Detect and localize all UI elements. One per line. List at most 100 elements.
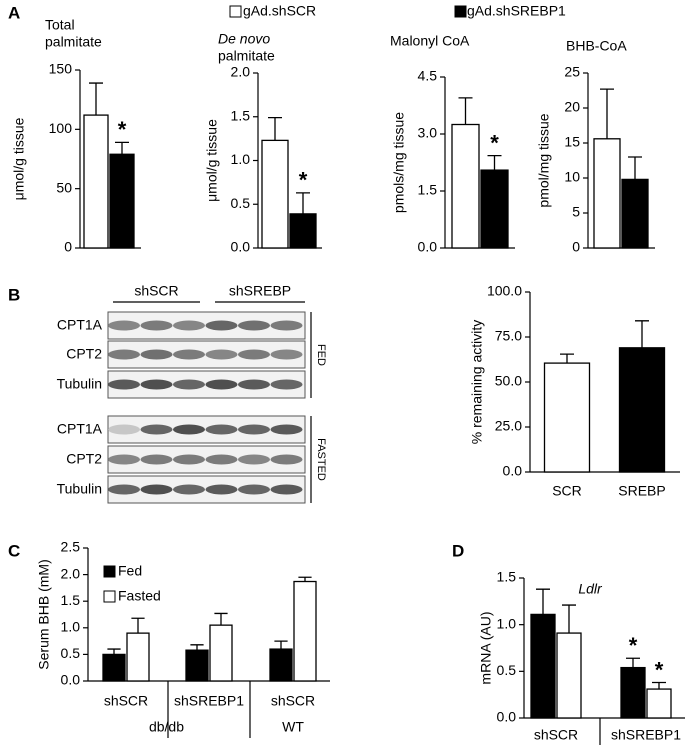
blot-band: [140, 320, 173, 331]
error-bar: [274, 640, 288, 650]
error-bar: [600, 88, 614, 139]
blot-band: [270, 424, 303, 435]
error-bar: [115, 141, 129, 155]
bar: [593, 138, 621, 249]
y-tick-label: 0: [64, 239, 72, 255]
y-axis-label: Serum BHB (mM): [36, 559, 52, 669]
y-tick-label: 2.0: [61, 565, 81, 581]
y-axis-label: μmol/g tissue: [204, 119, 220, 202]
y-tick-label: 10: [564, 169, 580, 185]
bar: [293, 580, 317, 682]
error-bar: [628, 156, 642, 180]
group-label: db/db: [149, 719, 184, 735]
blot-band: [238, 320, 270, 331]
y-tick-label: 0.5: [497, 662, 517, 678]
y-axis-label: pmol/mg tissue: [536, 113, 552, 207]
error-bar: [268, 116, 282, 141]
blot-band: [140, 379, 173, 390]
blot-band: [173, 484, 205, 495]
blot-band: [173, 320, 205, 331]
x-tick-label: shSREBP1: [174, 693, 244, 709]
bar: [556, 632, 582, 719]
y-axis-label: mRNA (AU): [478, 611, 494, 684]
blot-band: [108, 484, 140, 495]
x-tick-label: SREBP: [618, 483, 665, 499]
blot-band: [238, 349, 270, 360]
y-tick-label: 1.0: [61, 619, 81, 635]
blot-band: [270, 320, 303, 331]
blot-column-label: shSCR: [134, 283, 178, 299]
significance-marker: *: [490, 130, 499, 155]
y-tick-label: 0.0: [503, 463, 523, 479]
chart-title: BHB-CoA: [566, 38, 627, 54]
blot-row-label: CPT1A: [57, 421, 103, 437]
error-bar: [560, 353, 574, 364]
bar: [102, 653, 126, 682]
bar: [646, 688, 672, 719]
blot-band: [238, 454, 270, 465]
significance-marker: *: [118, 117, 127, 142]
bar: [261, 139, 289, 249]
blot-band: [205, 320, 238, 331]
blot-band: [108, 349, 140, 360]
y-tick-label: 2.0: [231, 64, 251, 80]
blot-column-label: shSREBP: [229, 283, 291, 299]
x-tick-label: SCR: [552, 483, 582, 499]
panel-letter: A: [8, 3, 20, 22]
blot-band: [270, 454, 303, 465]
x-tick-label: shSREBP1: [611, 727, 681, 743]
y-tick-label: 75.0: [495, 328, 522, 344]
y-tick-label: 0.5: [231, 195, 251, 211]
blot-band: [270, 349, 303, 360]
error-bar: [562, 604, 576, 634]
y-tick-label: 25: [564, 64, 580, 80]
blot-band: [140, 349, 173, 360]
bar: [269, 648, 293, 682]
significance-marker: *: [629, 633, 638, 658]
bar: [289, 213, 317, 249]
bar: [109, 153, 135, 249]
y-tick-label: 0.0: [497, 709, 517, 725]
chart-title: palmitate: [45, 34, 102, 50]
y-axis-label: % remaining activity: [469, 320, 485, 445]
error-bar: [635, 320, 649, 348]
y-tick-label: 50.0: [495, 373, 522, 389]
y-tick-label: 25.0: [495, 418, 522, 434]
bar: [209, 624, 233, 682]
error-bar: [214, 612, 228, 626]
y-tick-label: 100: [49, 120, 73, 136]
bar: [126, 632, 150, 682]
blot-row-label: Tubulin: [57, 376, 102, 392]
y-tick-label: 1.5: [61, 592, 81, 608]
blot-band: [173, 454, 205, 465]
error-bar: [296, 192, 310, 214]
blot-row-label: Tubulin: [57, 481, 102, 497]
x-tick-label: shSCR: [271, 693, 315, 709]
y-tick-label: 0.5: [61, 645, 81, 661]
y-tick-label: 15: [564, 134, 580, 150]
y-tick-label: 0: [572, 239, 580, 255]
bar: [185, 649, 209, 682]
y-tick-label: 1.5: [231, 107, 251, 123]
blot-band: [238, 379, 270, 390]
y-axis-label: μmol/g tissue: [11, 117, 27, 200]
error-bar: [487, 155, 502, 171]
blot-band: [108, 320, 140, 331]
y-tick-label: 2.5: [61, 539, 81, 555]
blot-row-label: CPT1A: [57, 317, 103, 333]
legend-swatch: [103, 590, 116, 603]
y-tick-label: 100.0: [487, 283, 522, 299]
x-tick-label: shSCR: [534, 727, 578, 743]
blot-band: [173, 349, 205, 360]
blot-band: [205, 349, 238, 360]
legend-label: Fasted: [118, 588, 161, 604]
blot-band: [108, 379, 140, 390]
bar: [480, 169, 509, 249]
legend-swatch: [229, 5, 242, 18]
y-tick-label: 1.5: [418, 182, 438, 198]
blot-band: [140, 484, 173, 495]
y-tick-label: 4.5: [418, 68, 438, 84]
y-tick-label: 0.0: [231, 239, 251, 255]
